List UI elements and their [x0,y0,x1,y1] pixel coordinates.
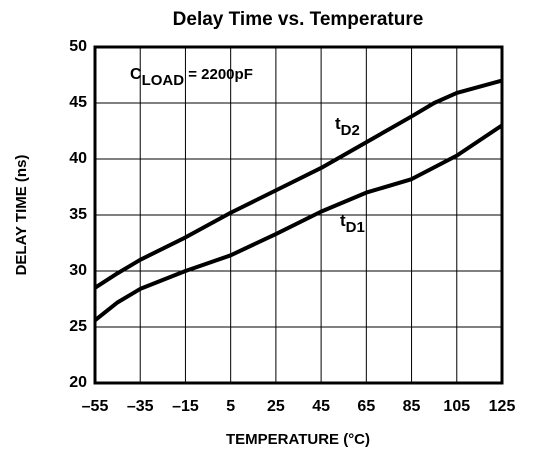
y-tick-label: 25 [69,318,87,335]
series-label: tD1 [340,211,365,235]
series-line [95,78,502,290]
x-tick-label: 65 [357,398,375,415]
series-label: tD2 [335,114,360,138]
x-tick-label: –55 [82,398,109,415]
y-tick-label: 40 [69,150,87,167]
y-axis-label: DELAY TIME (ns) [13,155,30,276]
y-tick-label: 30 [69,262,87,279]
series-label-sub: D2 [341,122,360,139]
y-tick-label: 50 [69,38,87,55]
series-label-main: t [335,114,341,133]
y-tick-label: 35 [69,206,87,223]
series-label-sub: D1 [346,219,365,236]
annotation: CLOAD = 2200pF [130,66,253,89]
series-label-main: t [340,211,346,230]
x-axis-label: TEMPERATURE (°C) [226,431,370,448]
x-tick-label: 85 [403,398,421,415]
plot-frame [93,45,504,385]
x-tick-label: 125 [489,398,516,415]
x-tick-label: –35 [127,398,154,415]
x-tick-label: 45 [312,398,330,415]
x-tick-label: 105 [443,398,470,415]
annotation-rest: = 2200pF [184,66,253,83]
x-tick-label: 5 [226,398,235,415]
x-tick-label: 25 [267,398,285,415]
annotation-main: C [130,66,142,83]
y-tick-label: 20 [69,374,87,391]
annotation-sub: LOAD [142,72,185,89]
chart-title: Delay Time vs. Temperature [173,9,424,30]
x-tick-label: –15 [172,398,199,415]
series-line [95,123,502,322]
y-tick-label: 45 [69,94,87,111]
